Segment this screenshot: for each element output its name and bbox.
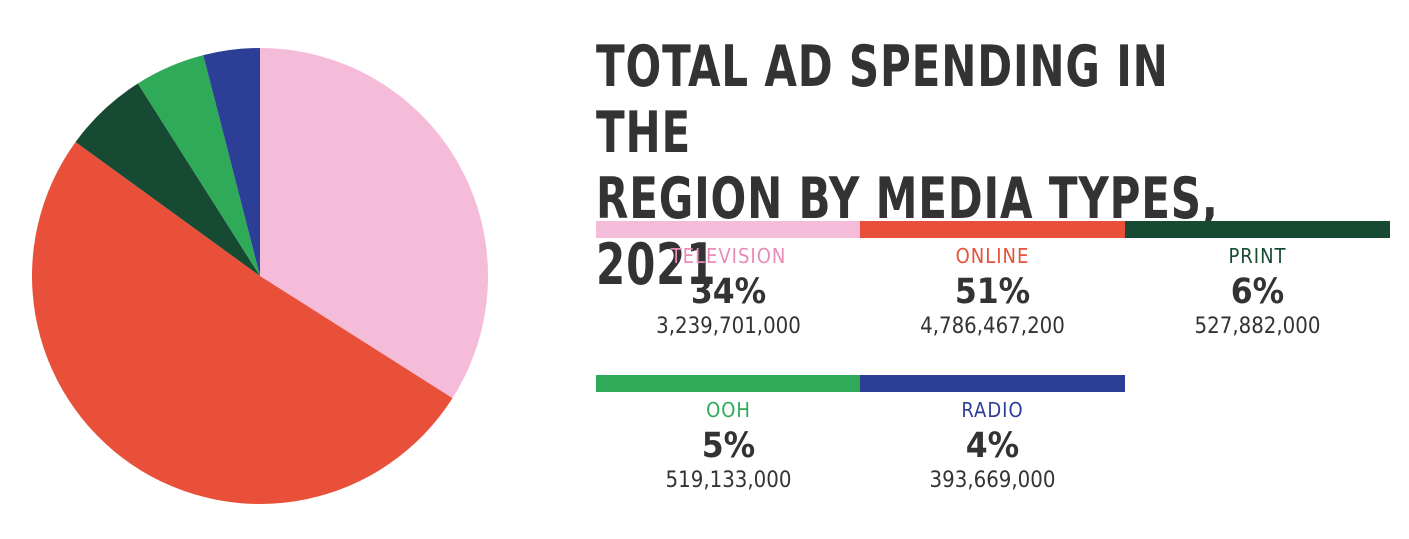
- legend-value-radio: 393,669,000: [929, 468, 1056, 493]
- pie-slice-online: [32, 141, 453, 504]
- legend-value-ooh: 519,133,000: [665, 468, 792, 493]
- legend-item-television: TELEVISION 34% 3,239,701,000: [596, 221, 861, 340]
- legend-value-online: 4,786,467,200: [920, 314, 1065, 339]
- legend-percent-online: 51%: [954, 272, 1031, 312]
- legend-bar-ooh: [596, 375, 861, 392]
- legend-percent-print: 6%: [1230, 272, 1285, 312]
- legend-label-television: TELEVISION: [670, 244, 787, 268]
- legend-bar-online: [860, 221, 1125, 238]
- pie-slice-ooh: [137, 55, 260, 276]
- legend-bar-print: [1125, 221, 1390, 238]
- legend-label-online: ONLINE: [955, 244, 1030, 268]
- chart-title-line-1: TOTAL AD SPENDING IN THE: [596, 34, 1169, 166]
- pie-slice-radio: [203, 48, 260, 276]
- legend-item-online: ONLINE 51% 4,786,467,200: [860, 221, 1125, 340]
- pie-slice-television: [260, 48, 488, 399]
- legend-label-print: PRINT: [1228, 244, 1287, 268]
- legend-percent-radio: 4%: [965, 426, 1020, 466]
- legend-value-television: 3,239,701,000: [656, 314, 801, 339]
- legend-item-ooh: OOH 5% 519,133,000: [596, 375, 861, 494]
- legend-item-print: PRINT 6% 527,882,000: [1125, 221, 1390, 340]
- pie-chart: [32, 48, 488, 504]
- legend-percent-ooh: 5%: [701, 426, 756, 466]
- legend-bar-television: [596, 221, 861, 238]
- legend-bar-radio: [860, 375, 1125, 392]
- legend-value-print: 527,882,000: [1194, 314, 1321, 339]
- legend-label-radio: RADIO: [961, 398, 1024, 422]
- legend-label-ooh: OOH: [706, 398, 751, 422]
- legend-percent-television: 34%: [690, 272, 767, 312]
- legend-item-radio: RADIO 4% 393,669,000: [860, 375, 1125, 494]
- pie-slice-print: [75, 83, 260, 277]
